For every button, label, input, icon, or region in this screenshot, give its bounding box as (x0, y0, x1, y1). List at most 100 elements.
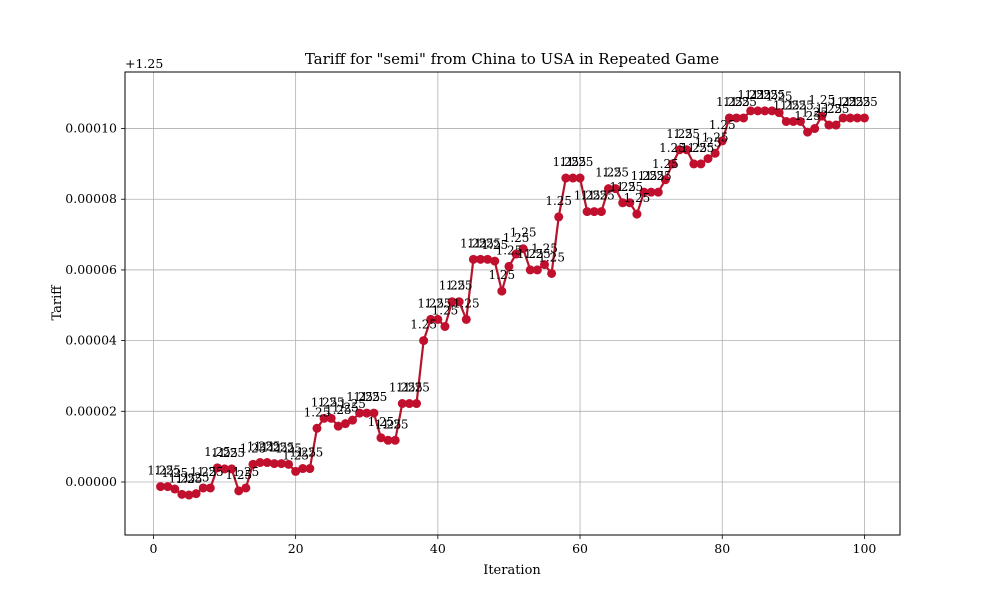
data-label: 1.25 (688, 141, 715, 155)
data-point (739, 113, 749, 123)
data-point (838, 113, 848, 123)
data-label: 1.25 (218, 446, 245, 460)
grid-lines (125, 72, 900, 535)
data-label: 1.25 (417, 296, 444, 310)
data-label: 1.25 (680, 141, 707, 155)
data-label: 1.25 (147, 464, 174, 478)
data-point (191, 489, 201, 499)
data-point (639, 187, 649, 197)
data-point (568, 173, 578, 183)
data-label: 1.25 (666, 127, 693, 141)
data-label: 1.25 (467, 236, 494, 250)
data-label: 1.25 (453, 296, 480, 310)
data-label: 1.25 (289, 446, 316, 460)
data-label: 1.25 (339, 397, 366, 411)
data-label: 1.25 (830, 95, 857, 109)
data-point (454, 297, 464, 307)
y-tick-label: 0.00008 (65, 191, 117, 206)
data-label: 1.25 (794, 109, 821, 123)
data-point (511, 249, 521, 259)
data-point (468, 254, 478, 264)
data-label: 1.25 (816, 102, 843, 116)
data-point (518, 244, 528, 254)
data-label: 1.25 (510, 226, 537, 240)
data-label: 1.25 (240, 441, 267, 455)
data-label: 1.25 (730, 95, 757, 109)
data-point (525, 265, 535, 275)
data-label: 1.25 (389, 381, 416, 395)
data-point (362, 408, 372, 418)
data-label: 1.25 (645, 169, 672, 183)
data-label: 1.25 (823, 102, 850, 116)
data-point (198, 483, 208, 493)
data-point (653, 187, 663, 197)
data-point (753, 106, 763, 116)
data-label: 1.25 (375, 417, 402, 431)
data-point (227, 464, 237, 474)
data-label: 1.25 (581, 189, 608, 203)
data-label: 1.25 (297, 446, 324, 460)
data-label: 1.25 (225, 468, 252, 482)
data-point (184, 490, 194, 500)
data-point (767, 106, 777, 116)
data-label: 1.25 (304, 405, 331, 419)
data-point (355, 408, 365, 418)
data-label: 1.25 (154, 464, 181, 478)
data-labels: 1.251.251.251.251.251.251.251.251.251.25… (147, 88, 878, 486)
data-point (390, 435, 400, 445)
data-point (703, 154, 713, 164)
data-label: 1.25 (552, 155, 579, 169)
data-point (177, 489, 187, 499)
data-label: 1.25 (695, 136, 722, 150)
data-point (426, 314, 436, 324)
data-point (205, 483, 215, 493)
data-label: 1.25 (844, 95, 871, 109)
data-label: 1.25 (808, 93, 835, 107)
data-label: 1.25 (161, 466, 188, 480)
data-point (845, 113, 855, 123)
data-label: 1.25 (211, 446, 238, 460)
data-point (660, 175, 670, 185)
data-point (731, 113, 741, 123)
data-point (696, 159, 706, 169)
x-tick-label: 0 (149, 541, 157, 556)
data-point (220, 464, 230, 474)
data-label: 1.25 (702, 130, 729, 144)
data-point (682, 145, 692, 155)
data-label: 1.25 (332, 401, 359, 415)
data-label: 1.25 (716, 95, 743, 109)
data-label: 1.25 (432, 303, 459, 317)
data-label: 1.25 (773, 98, 800, 112)
data-point (340, 419, 350, 429)
data-label: 1.25 (261, 441, 288, 455)
data-label: 1.25 (652, 157, 679, 171)
data-point (440, 321, 450, 331)
x-tick-label: 20 (288, 541, 304, 556)
data-label: 1.25 (560, 155, 587, 169)
data-point (419, 336, 429, 346)
data-label: 1.25 (723, 95, 750, 109)
data-point (319, 413, 329, 423)
x-tick-label: 80 (714, 541, 730, 556)
data-point (276, 459, 286, 469)
data-point (326, 413, 336, 423)
data-label: 1.25 (737, 88, 764, 102)
data-point (333, 421, 343, 431)
data-label: 1.25 (752, 88, 779, 102)
data-label: 1.25 (474, 236, 501, 250)
data-label: 1.25 (496, 243, 523, 257)
data-label: 1.25 (787, 98, 814, 112)
x-tick-label: 100 (853, 541, 877, 556)
data-point (817, 111, 827, 121)
data-point (667, 159, 677, 169)
data-label: 1.25 (254, 440, 281, 454)
data-label: 1.25 (446, 279, 473, 293)
data-point (547, 268, 557, 278)
data-label: 1.25 (268, 441, 295, 455)
data-label: 1.25 (183, 471, 210, 485)
data-label: 1.25 (538, 250, 565, 264)
data-label: 1.25 (247, 440, 274, 454)
series-markers (156, 106, 869, 500)
data-label: 1.25 (190, 465, 217, 479)
data-label: 1.25 (631, 169, 658, 183)
